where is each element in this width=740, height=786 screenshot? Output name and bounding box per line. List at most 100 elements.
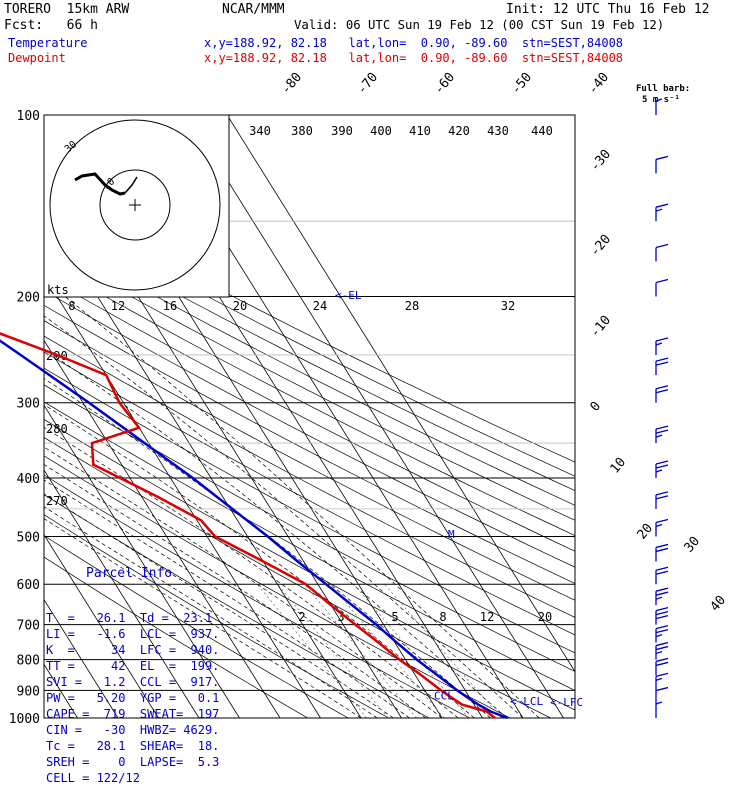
- theta-label: 440: [531, 124, 553, 138]
- dry-adiabat: [44, 335, 575, 618]
- isotherm-line: [226, 115, 575, 673]
- upper-scale-label: 24: [313, 299, 327, 313]
- pressure-tick-label: 900: [17, 684, 40, 699]
- temperature-profile: [0, 339, 508, 720]
- wind-barb: [655, 491, 669, 496]
- model-title: TORERO 15km ARW: [4, 2, 130, 17]
- kts-label: kts: [47, 283, 69, 297]
- wind-legend-title: Full barb:: [636, 84, 691, 94]
- wind-barb: [655, 203, 669, 208]
- mixing-ratio-label: 20: [538, 610, 552, 624]
- theta-label: 280: [46, 422, 68, 436]
- isotherm-tick-label: 40: [708, 593, 730, 615]
- parcel-row: T = 26.1 Td = 23.1: [46, 611, 213, 625]
- mixing-ratio-line: [353, 583, 470, 718]
- pressure-tick-label: 1000: [9, 712, 40, 727]
- parcel-row: CIN = -30 HWBZ= 4629.: [46, 723, 220, 737]
- moist-adiabat: [44, 404, 475, 718]
- mixing-ratio-label: 2: [298, 610, 305, 624]
- pressure-tick-label: 600: [17, 578, 40, 593]
- valid-time: Valid: 06 UTC Sun 19 Feb 12 (00 CST Sun …: [294, 18, 665, 32]
- dry-adiabat: [44, 494, 430, 718]
- isotherm-tick-label: -40: [586, 70, 613, 98]
- isotherm-line: [44, 339, 281, 718]
- wind-barb: [655, 587, 669, 592]
- mixing-ratio-label: 8: [439, 610, 446, 624]
- isotherm-tick-label: -20: [588, 232, 615, 260]
- wind-barb: [655, 596, 663, 600]
- parcel-marker-label: M: [448, 528, 455, 541]
- dry-adiabat: [44, 234, 575, 506]
- wind-barb: [655, 645, 669, 651]
- dewpoint-location: x,y=188.92, 82.18 lat,lon= 0.90, -89.60 …: [204, 51, 624, 65]
- isotherm-tick-label: -10: [588, 313, 615, 341]
- dry-adiabat: [44, 351, 575, 636]
- wind-barb: [655, 650, 663, 655]
- wind-barb: [655, 625, 669, 630]
- dry-adiabat: [44, 290, 575, 568]
- hodograph-trace: [74, 172, 126, 196]
- wind-barb: [655, 337, 669, 342]
- parcel-info-rows: T = 26.1 Td = 23.1 LI = -1.6 LCL = 937. K …: [46, 610, 236, 785]
- upper-scale-label: 8: [68, 299, 75, 313]
- wind-barb: [655, 495, 669, 500]
- dry-adiabat: [44, 247, 575, 521]
- parcel-marker-label: <-EL: [335, 289, 362, 302]
- parcel-row: CELL = 122/12: [46, 771, 140, 785]
- dry-adiabat: [44, 556, 309, 718]
- temperature-legend: Temperature: [8, 36, 88, 50]
- moist-adiabat: [44, 378, 491, 718]
- isotherm-tick-label: -60: [432, 70, 459, 98]
- wind-barb: [655, 701, 663, 705]
- wind-barb: [655, 570, 669, 575]
- theta-label: 420: [448, 124, 470, 138]
- hodograph-trace: [124, 176, 138, 194]
- pressure-tick-label: 800: [17, 654, 40, 669]
- parcel-row: PW = 5.20 YGP = 0.1: [46, 691, 220, 705]
- wind-barb: [655, 686, 669, 692]
- center-title: NCAR/MMM: [222, 2, 285, 17]
- isotherm-tick-label: -70: [355, 70, 382, 98]
- parcel-info-title: Parcel Info: [86, 566, 173, 581]
- theta-label: 340: [249, 124, 271, 138]
- isotherm-tick-label: 20: [635, 521, 657, 543]
- wind-barb: [655, 342, 663, 346]
- wind-barb: [655, 425, 669, 430]
- parcel-marker-label: CCL: [434, 689, 454, 702]
- wind-barb: [655, 657, 669, 663]
- wind-barb: [655, 518, 669, 524]
- theta-label: 270: [46, 494, 68, 508]
- dry-adiabat: [44, 474, 471, 718]
- dry-adiabat: [44, 275, 575, 552]
- upper-scale-label: 20: [233, 299, 247, 313]
- theta-label: 400: [370, 124, 392, 138]
- upper-scale-label: 28: [405, 299, 419, 313]
- wind-barb: [655, 543, 669, 549]
- wind-barb: [655, 661, 669, 667]
- isotherm-line: [44, 404, 240, 718]
- theta-label: 410: [409, 124, 431, 138]
- isotherm-line: [186, 115, 564, 718]
- dry-adiabat: [44, 514, 390, 718]
- theta-label: 390: [331, 124, 353, 138]
- wind-barb: [655, 357, 669, 362]
- dry-adiabat: [44, 320, 575, 601]
- moist-adiabat: [44, 426, 459, 718]
- theta-label: 430: [487, 124, 509, 138]
- pressure-tick-label: 700: [17, 619, 40, 634]
- isotherm-tick-label: -30: [588, 147, 615, 175]
- dry-adiabat: [44, 367, 575, 654]
- moist-adiabat: [44, 348, 508, 718]
- isotherm-tick-label: -80: [279, 70, 306, 98]
- moist-adiabat: [44, 279, 540, 718]
- wind-barb: [655, 606, 669, 612]
- parcel-row: K = 34 LFC = 940.: [46, 643, 220, 657]
- dry-adiabat: [44, 261, 575, 536]
- isotherm-tick-label: 0: [588, 399, 605, 415]
- wind-barb: [655, 566, 669, 571]
- temperature-location: x,y=188.92, 82.18 lat,lon= 0.90, -89.60 …: [204, 36, 624, 50]
- dry-adiabat: [44, 207, 575, 477]
- hodograph-ring: [99, 169, 171, 241]
- pressure-tick-label: 400: [17, 472, 40, 487]
- wind-barb: [655, 243, 669, 249]
